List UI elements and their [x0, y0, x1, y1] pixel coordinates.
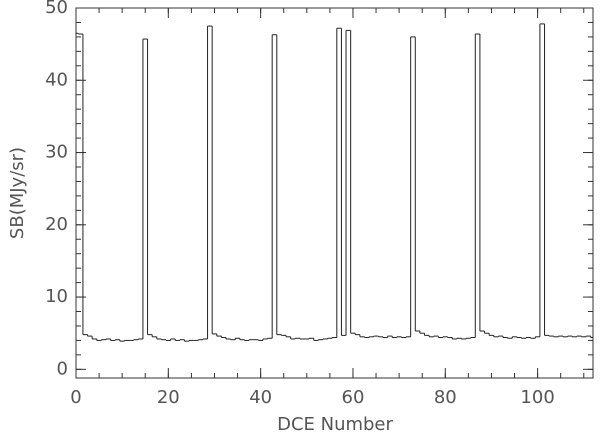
x-tick-label: 40: [249, 387, 272, 408]
y-tick-label: 50: [45, 0, 68, 18]
y-tick-label: 20: [45, 214, 68, 235]
x-axis-label: DCE Number: [277, 414, 393, 435]
y-tick-label: 30: [45, 142, 68, 163]
y-axis-label: SB(MJy/sr): [7, 147, 28, 239]
y-tick-label: 10: [45, 286, 68, 307]
step-riser: [77, 23, 592, 342]
x-tick-label: 20: [157, 387, 180, 408]
x-tick-label: 80: [434, 387, 457, 408]
x-tick-label: 100: [520, 387, 554, 408]
plot-frame: [75, 7, 594, 379]
y-tick-label: 40: [45, 69, 68, 90]
x-tick-label: 0: [70, 387, 81, 408]
y-tick-label: 0: [57, 358, 68, 379]
x-tick-label: 60: [342, 387, 365, 408]
